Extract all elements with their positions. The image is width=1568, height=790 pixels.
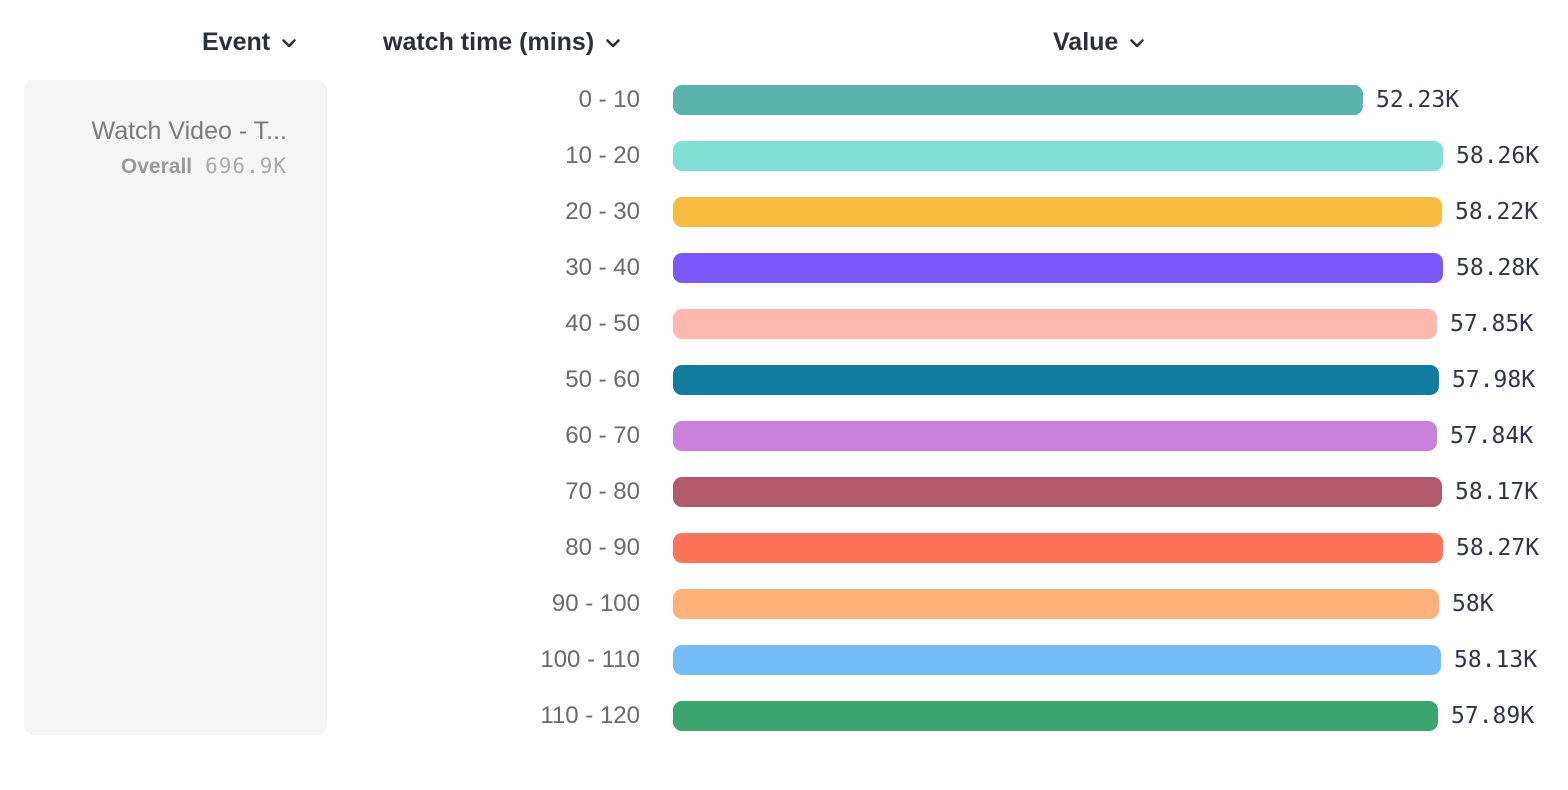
bar[interactable] xyxy=(673,477,1442,507)
chevron-down-icon xyxy=(281,38,297,49)
bar-value-label: 58.28K xyxy=(1456,255,1540,281)
bucket-label: 30 - 40 xyxy=(565,254,640,281)
bar-row: 20 - 30 58.22K xyxy=(0,197,1568,227)
bar-value-label: 58K xyxy=(1452,591,1494,617)
column-header-value[interactable]: Value xyxy=(1053,26,1145,58)
bar-row: 50 - 60 57.98K xyxy=(0,365,1568,395)
bucket-label: 60 - 70 xyxy=(565,422,640,449)
bar[interactable] xyxy=(673,365,1439,395)
bucket-label: 70 - 80 xyxy=(565,478,640,505)
chevron-down-icon xyxy=(1129,38,1145,49)
bar[interactable] xyxy=(673,589,1439,619)
bar[interactable] xyxy=(673,253,1443,283)
bar[interactable] xyxy=(673,701,1438,731)
bar-row: 0 - 10 52.23K xyxy=(0,85,1568,115)
bar[interactable] xyxy=(673,141,1443,171)
column-header-value-label: Value xyxy=(1053,27,1119,56)
bar-row: 110 - 120 57.89K xyxy=(0,701,1568,731)
bar-value-label: 52.23K xyxy=(1376,87,1460,113)
column-header-breakdown-label: watch time (mins) xyxy=(383,27,595,56)
bucket-label: 50 - 60 xyxy=(565,366,640,393)
event-overall-value: 696.9K xyxy=(205,154,287,178)
bar[interactable] xyxy=(673,197,1442,227)
bar-row: 40 - 50 57.85K xyxy=(0,309,1568,339)
bar-value-label: 58.13K xyxy=(1454,647,1538,673)
bar-row: 60 - 70 57.84K xyxy=(0,421,1568,451)
bar-value-label: 58.22K xyxy=(1455,199,1539,225)
bar-row: 100 - 110 58.13K xyxy=(0,645,1568,675)
bucket-label: 90 - 100 xyxy=(551,590,640,617)
bar-value-label: 58.17K xyxy=(1455,479,1539,505)
chevron-down-icon xyxy=(605,38,621,49)
bar[interactable] xyxy=(673,421,1437,451)
bar-value-label: 58.26K xyxy=(1456,143,1540,169)
bar[interactable] xyxy=(673,533,1443,563)
bar-value-label: 57.98K xyxy=(1452,367,1536,393)
column-header-event[interactable]: Event xyxy=(202,26,297,58)
bucket-label: 80 - 90 xyxy=(565,534,640,561)
bar-row: 80 - 90 58.27K xyxy=(0,533,1568,563)
bar-value-label: 57.89K xyxy=(1451,703,1535,729)
column-header-breakdown[interactable]: watch time (mins) xyxy=(383,26,621,58)
bar[interactable] xyxy=(673,309,1437,339)
event-overall-label: Overall xyxy=(120,155,193,178)
bar[interactable] xyxy=(673,645,1441,675)
bar-row: 10 - 20 58.26K xyxy=(0,141,1568,171)
bucket-label: 110 - 120 xyxy=(540,702,640,729)
event-title: Watch Video - T... xyxy=(91,117,287,145)
bar-row: 30 - 40 58.28K xyxy=(0,253,1568,283)
bucket-label: 20 - 30 xyxy=(565,198,640,225)
bucket-label: 100 - 110 xyxy=(540,646,640,673)
bar-row: 90 - 100 58K xyxy=(0,589,1568,619)
bucket-label: 40 - 50 xyxy=(565,310,640,337)
bar-row: 70 - 80 58.17K xyxy=(0,477,1568,507)
bucket-label: 10 - 20 xyxy=(565,142,640,169)
bar-value-label: 58.27K xyxy=(1456,535,1540,561)
bar-value-label: 57.84K xyxy=(1450,423,1534,449)
bucket-label: 0 - 10 xyxy=(578,86,640,113)
event-overall-row: Overall 696.9K xyxy=(44,154,287,179)
bar-value-label: 57.85K xyxy=(1450,311,1534,337)
bar[interactable] xyxy=(673,85,1363,115)
column-header-event-label: Event xyxy=(202,27,271,56)
event-card[interactable]: Watch Video - T... Overall 696.9K xyxy=(24,80,327,735)
